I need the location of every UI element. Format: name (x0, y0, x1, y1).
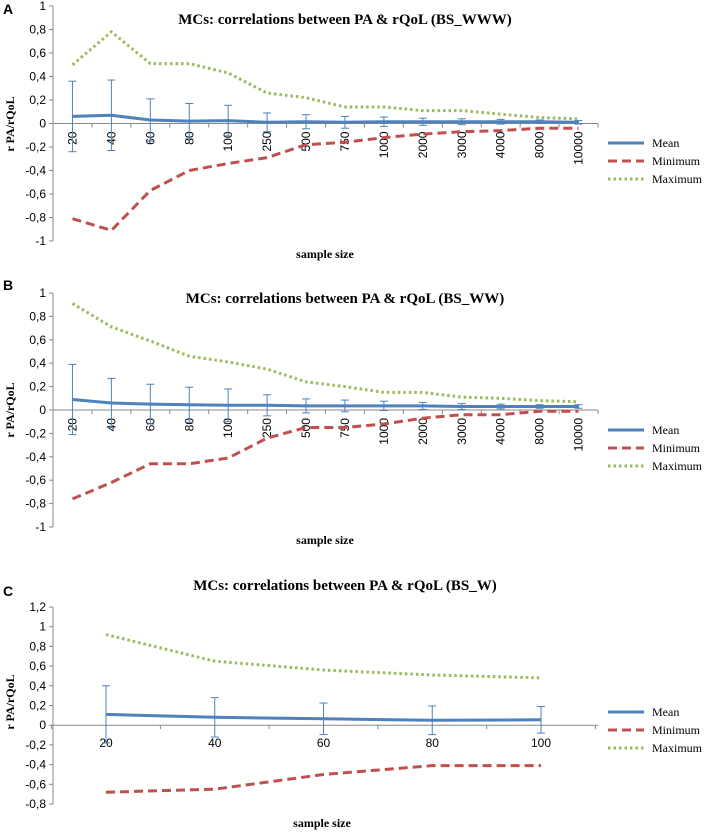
x-axis-label-a: sample size (296, 247, 354, 261)
panel-letter-a: A (3, 1, 13, 17)
y-tick-label: -0,4 (25, 450, 46, 464)
x-tick-label: 500 (299, 131, 313, 151)
y-tick-label: -0,8 (25, 497, 46, 511)
y-tick-label: 0 (39, 403, 46, 417)
series-line-maximum (71, 30, 579, 121)
x-tick-label: 8000 (533, 131, 547, 158)
y-tick-label: -0,6 (25, 187, 46, 201)
y-tick-label: 0,8 (29, 639, 46, 653)
x-axis-label-b: sample size (296, 533, 354, 547)
plot-area-b: 10,80,60,40,20-0,2-0,4-0,6-0,8-120 40 60 80… (25, 286, 599, 534)
y-tick-label: 0,2 (29, 93, 46, 107)
y-tick-label: 0,2 (29, 699, 46, 713)
series-line-maximum (71, 302, 579, 404)
x-tick-label: 500 (299, 418, 313, 438)
panel-letter-b: B (3, 277, 13, 293)
y-tick-label: -0,4 (25, 164, 46, 178)
x-tick-label: 2000 (416, 418, 430, 445)
x-tick-label: 3000 (455, 418, 469, 445)
y-tick-label: 1,2 (29, 600, 46, 614)
y-tick-label: 1 (39, 0, 46, 13)
series-line-maximum (105, 633, 542, 680)
x-tick-label: 250 (260, 418, 274, 438)
x-tick-label: 10000 (572, 131, 586, 165)
chart-title-c: MCs: correlations between PA & rQoL (BS_… (193, 578, 497, 594)
legend-label-mean: Mean (652, 705, 679, 719)
y-tick-label: 0,4 (29, 70, 46, 84)
legend-label-minimum: Minimum (652, 441, 701, 455)
x-tick-label: 80 (426, 736, 440, 750)
x-axis-label-c: sample size (293, 816, 351, 830)
legend-label-maximum: Maximum (652, 172, 703, 186)
x-tick-label: 4000 (494, 131, 508, 158)
y-tick-label: 0,6 (29, 333, 46, 347)
x-tick-label: 8000 (533, 418, 547, 445)
x-tick-label: 100 (221, 418, 235, 438)
x-tick-label: 10000 (572, 418, 586, 452)
y-tick-label: -1 (35, 234, 46, 248)
x-tick-label: 60 (317, 736, 331, 750)
x-tick-label: 1000 (377, 131, 391, 158)
legend-a: Mean Minimum Maximum (608, 136, 703, 186)
y-tick-label: -0,2 (25, 738, 46, 752)
x-tick-label: 4000 (494, 418, 508, 445)
series-line-minimum (105, 764, 541, 794)
y-tick-label: -0,2 (25, 426, 46, 440)
y-tick-label: 0,6 (29, 46, 46, 60)
x-tick-label: 80 (182, 418, 196, 432)
y-tick-label: 0 (39, 718, 46, 732)
y-tick-label: -0,4 (25, 758, 46, 772)
legend-b: Mean Minimum Maximum (608, 423, 703, 473)
y-tick-label: 0,2 (29, 380, 46, 394)
y-tick-label: 1 (39, 286, 46, 300)
legend-label-minimum: Minimum (652, 723, 701, 737)
y-tick-label: 0,6 (29, 659, 46, 673)
x-tick-label: 250 (260, 131, 274, 151)
y-tick-label: 0 (39, 117, 46, 131)
panel-a: A MCs: correlations between PA & rQoL (B… (3, 0, 703, 261)
y-tick-label: -0,6 (25, 777, 46, 791)
y-tick-label: 0,4 (29, 356, 46, 370)
x-tick-label: 40 (208, 736, 222, 750)
y-tick-label: 0,8 (29, 23, 46, 37)
x-tick-label: 2000 (416, 131, 430, 158)
series-line-mean (72, 113, 579, 124)
y-tick-label: 0,4 (29, 679, 46, 693)
x-tick-label: 100 (531, 736, 551, 750)
legend-label-minimum: Minimum (652, 154, 701, 168)
panel-c: C MCs: correlations between PA & rQoL (B… (3, 578, 703, 830)
legend-label-mean: Mean (652, 423, 679, 437)
y-tick-label: 1 (39, 620, 46, 634)
y-tick-label: -0,8 (25, 797, 46, 811)
chart-title-a: MCs: correlations between PA & rQoL (BS_… (178, 12, 512, 28)
plot-area-a: 10,80,60,40,20-0,2-0,4-0,6-0,8-120 40 60 80… (25, 0, 599, 248)
x-tick-label: 1000 (377, 418, 391, 445)
chart-title-b: MCs: correlations between PA & rQoL (BS_… (186, 291, 505, 307)
y-axis-label-b: r PA/rQoL (3, 382, 17, 437)
legend-label-maximum: Maximum (652, 459, 703, 473)
series-line-minimum (71, 409, 579, 501)
legend-c: Mean Minimum Maximum (608, 705, 703, 755)
panel-b: B MCs: correlations between PA & rQoL (B… (3, 277, 703, 547)
x-tick-label: 3000 (455, 131, 469, 158)
y-axis-label-c: r PA/rQoL (3, 674, 17, 729)
panel-letter-c: C (3, 583, 13, 599)
y-tick-label: -0,6 (25, 473, 46, 487)
y-axis-label-a: r PA/rQoL (3, 96, 17, 151)
legend-label-mean: Mean (652, 136, 679, 150)
y-tick-label: -1 (35, 520, 46, 534)
legend-label-maximum: Maximum (652, 741, 703, 755)
plot-area-c: 1,210,80,60,40,20-0,2-0,4-0,6-0,82040608… (25, 600, 598, 811)
series-line-mean (72, 398, 579, 408)
y-tick-label: 0,8 (29, 309, 46, 323)
y-tick-label: -0,8 (25, 211, 46, 225)
series-line-minimum (72, 126, 579, 232)
y-tick-label: -0,2 (25, 140, 46, 154)
